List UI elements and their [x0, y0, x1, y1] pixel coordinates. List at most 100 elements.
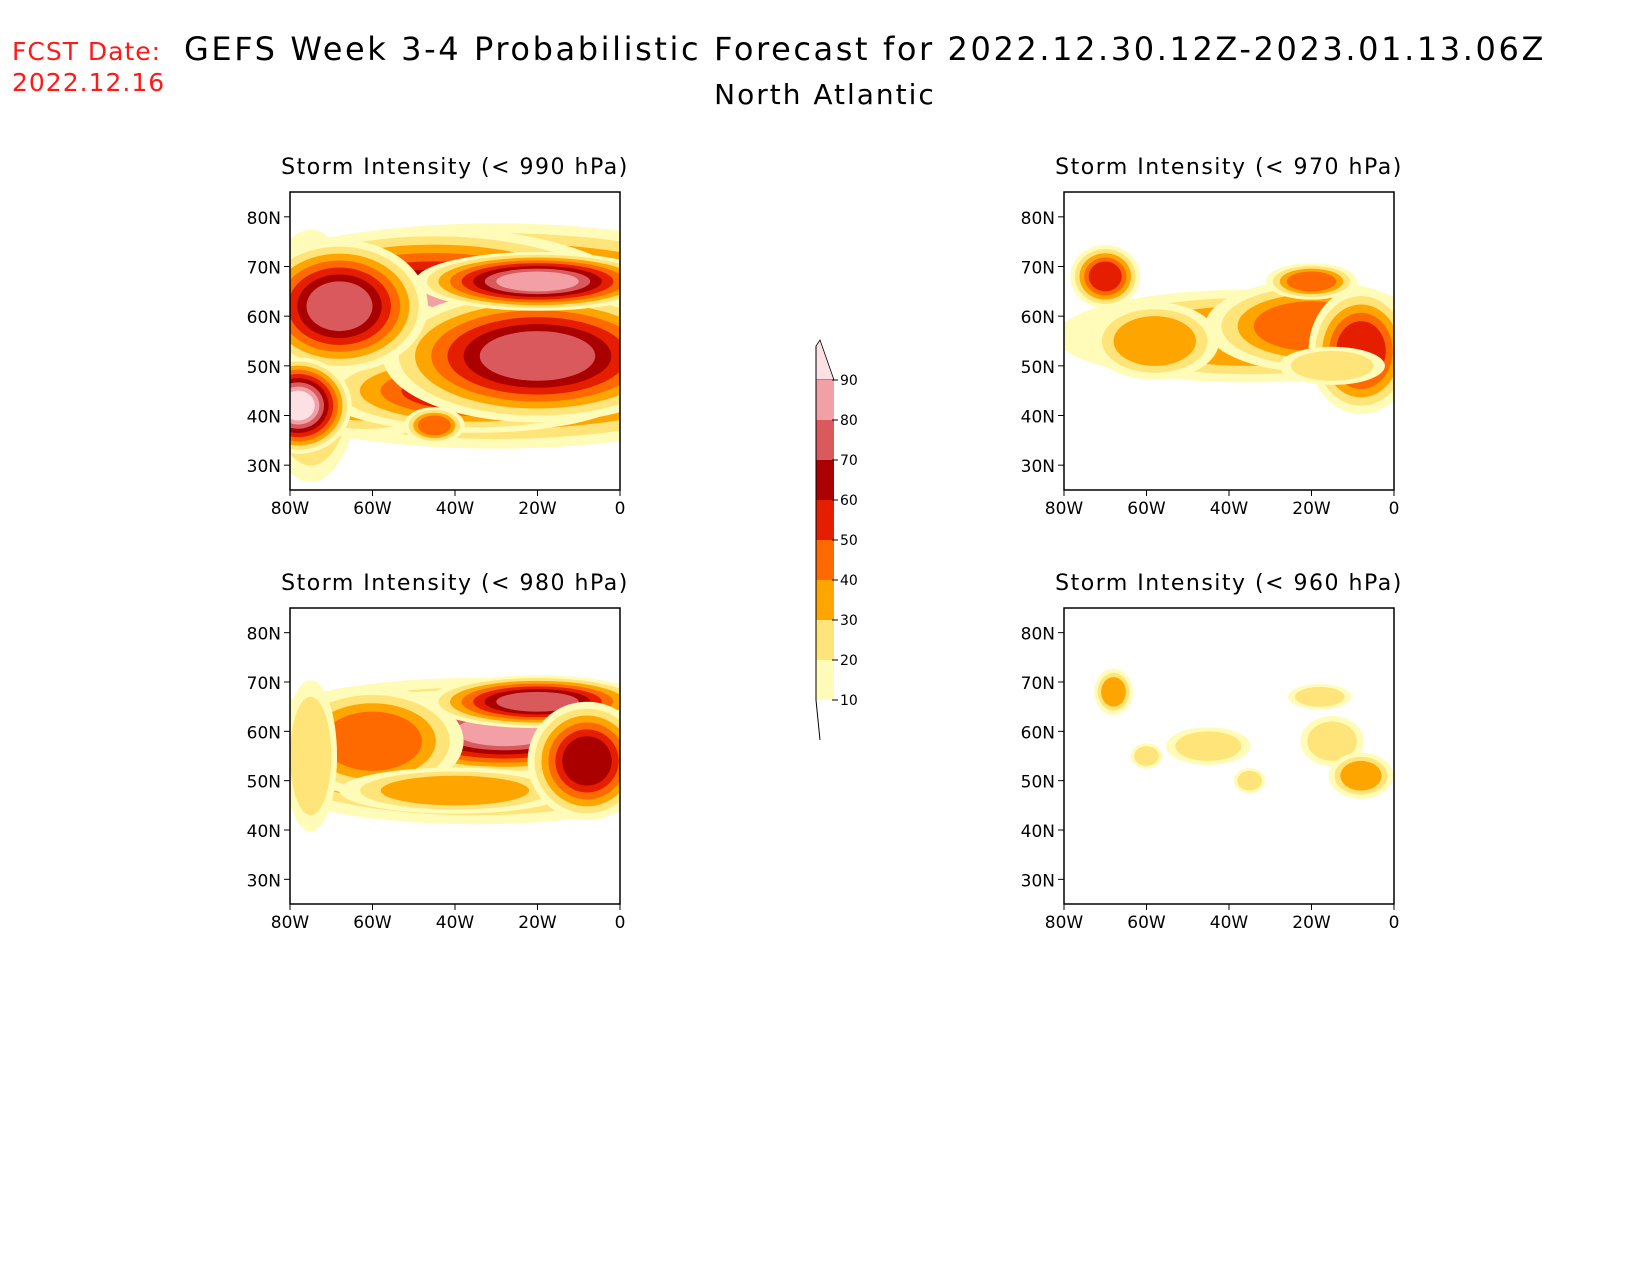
colorbar-label: 50: [840, 533, 858, 549]
probability-contour: [290, 696, 332, 816]
lat-tick-label: 50N: [247, 358, 281, 378]
colorbar-swatch: [816, 380, 834, 420]
lon-tick-label: 80W: [271, 913, 310, 933]
colorbar-tail: [815, 699, 821, 741]
panel-title: Storm Intensity (< 970 hPa): [1055, 155, 1403, 180]
map-panel: Storm Intensity (< 990 hPa) 80N 70N 60N 50N 4…: [247, 155, 629, 519]
panel-title: Storm Intensity (< 960 hPa): [1055, 571, 1403, 596]
colorbar-swatch: [816, 500, 834, 540]
colorbar-swatch: [816, 460, 834, 500]
probability-field: [290, 675, 620, 832]
lat-tick-label: 80N: [1021, 625, 1055, 645]
colorbar-swatch: [816, 540, 834, 580]
probability-contour: [1134, 746, 1159, 766]
lat-tick-label: 30N: [247, 871, 281, 891]
lat-tick-label: 60N: [247, 723, 281, 743]
lat-tick-label: 80N: [247, 625, 281, 645]
colorbar-label: 20: [840, 653, 858, 669]
colorbar-label: 40: [840, 573, 858, 589]
lat-tick-label: 50N: [1021, 773, 1055, 793]
probability-contour: [1290, 350, 1374, 381]
lon-tick-label: 60W: [1127, 913, 1166, 933]
probability-contour: [1307, 721, 1357, 761]
probability-contour: [323, 711, 422, 771]
lon-tick-label: 40W: [1210, 499, 1249, 519]
lat-tick-label: 60N: [247, 308, 281, 328]
colorbar: 10 20 30 40 50 60 70 80 90: [815, 339, 858, 741]
lon-tick-label: 0: [1389, 913, 1400, 933]
panel-title: Storm Intensity (< 980 hPa): [281, 571, 629, 596]
lat-tick-label: 70N: [1021, 259, 1055, 279]
lon-tick-label: 20W: [1292, 913, 1331, 933]
lon-tick-label: 60W: [353, 913, 392, 933]
lat-tick-label: 80N: [1021, 209, 1055, 229]
colorbar-swatch: [816, 580, 834, 620]
page-subtitle: North Atlantic: [714, 78, 936, 111]
lat-tick-label: 70N: [247, 674, 281, 694]
lat-tick-label: 70N: [1021, 674, 1055, 694]
colorbar-swatch: [816, 420, 834, 460]
lat-tick-label: 50N: [247, 773, 281, 793]
fcst-date-value: 2022.12.16: [12, 68, 166, 97]
fcst-date: FCST Date: 2022.12.16: [12, 36, 165, 98]
probability-contour: [562, 736, 612, 786]
lat-tick-label: 40N: [1021, 822, 1055, 842]
colorbar-swatch: [816, 620, 834, 660]
probability-field: [290, 223, 620, 483]
colorbar-swatch: [815, 339, 835, 381]
probability-contour: [1113, 316, 1196, 366]
probability-contour: [1286, 271, 1337, 292]
lon-tick-label: 40W: [1210, 913, 1249, 933]
colorbar-label: 80: [840, 413, 858, 429]
probability-contour: [1340, 760, 1382, 791]
lon-tick-label: 0: [615, 499, 626, 519]
lon-tick-label: 80W: [271, 499, 310, 519]
probability-contour: [496, 691, 579, 712]
page-title: GEFS Week 3-4 Probabilistic Forecast for…: [184, 30, 1546, 68]
lat-tick-label: 40N: [247, 822, 281, 842]
panel-title: Storm Intensity (< 990 hPa): [281, 155, 629, 180]
probability-contour: [1175, 731, 1242, 761]
lon-tick-label: 60W: [353, 499, 392, 519]
probability-contour: [290, 390, 315, 421]
colorbar-swatch: [816, 660, 834, 700]
lat-tick-label: 30N: [1021, 457, 1055, 477]
map-panel: Storm Intensity (< 970 hPa) 80N 70N 60N 50N 4…: [1021, 155, 1403, 519]
lat-tick-label: 40N: [247, 408, 281, 428]
probability-contour: [496, 271, 579, 292]
probability-contour: [1101, 677, 1126, 707]
probability-field: [1094, 668, 1394, 799]
lat-tick-label: 40N: [1021, 408, 1055, 428]
probability-contour: [380, 775, 530, 806]
lon-tick-label: 40W: [436, 499, 475, 519]
lon-tick-label: 60W: [1127, 499, 1166, 519]
lat-tick-label: 30N: [247, 457, 281, 477]
lon-tick-label: 80W: [1045, 499, 1084, 519]
probability-contour: [306, 281, 373, 332]
colorbar-label: 60: [840, 493, 858, 509]
map-panel: Storm Intensity (< 960 hPa) 80N 70N 60N 50N 4…: [1021, 571, 1403, 933]
fcst-date-label: FCST Date:: [12, 37, 162, 66]
colorbar-label: 90: [840, 373, 858, 389]
map-panel: Storm Intensity (< 980 hPa) 80N 70N 60N 50N 4…: [247, 571, 629, 933]
lon-tick-label: 40W: [436, 913, 475, 933]
lon-tick-label: 80W: [1045, 913, 1084, 933]
lat-tick-label: 80N: [247, 209, 281, 229]
probability-contour: [1295, 686, 1345, 707]
lat-tick-label: 70N: [247, 259, 281, 279]
probability-field: [1064, 244, 1394, 415]
lon-tick-label: 0: [1389, 499, 1400, 519]
probability-contour: [1237, 770, 1262, 791]
probability-contour: [479, 331, 596, 381]
lon-tick-label: 20W: [518, 913, 557, 933]
lon-tick-label: 20W: [518, 499, 557, 519]
lat-tick-label: 50N: [1021, 358, 1055, 378]
lat-tick-label: 60N: [1021, 308, 1055, 328]
lon-tick-label: 0: [615, 913, 626, 933]
lat-tick-label: 60N: [1021, 723, 1055, 743]
probability-contour: [1088, 261, 1122, 292]
lon-tick-label: 20W: [1292, 499, 1331, 519]
lat-tick-label: 30N: [1021, 871, 1055, 891]
colorbar-label: 10: [840, 693, 858, 709]
